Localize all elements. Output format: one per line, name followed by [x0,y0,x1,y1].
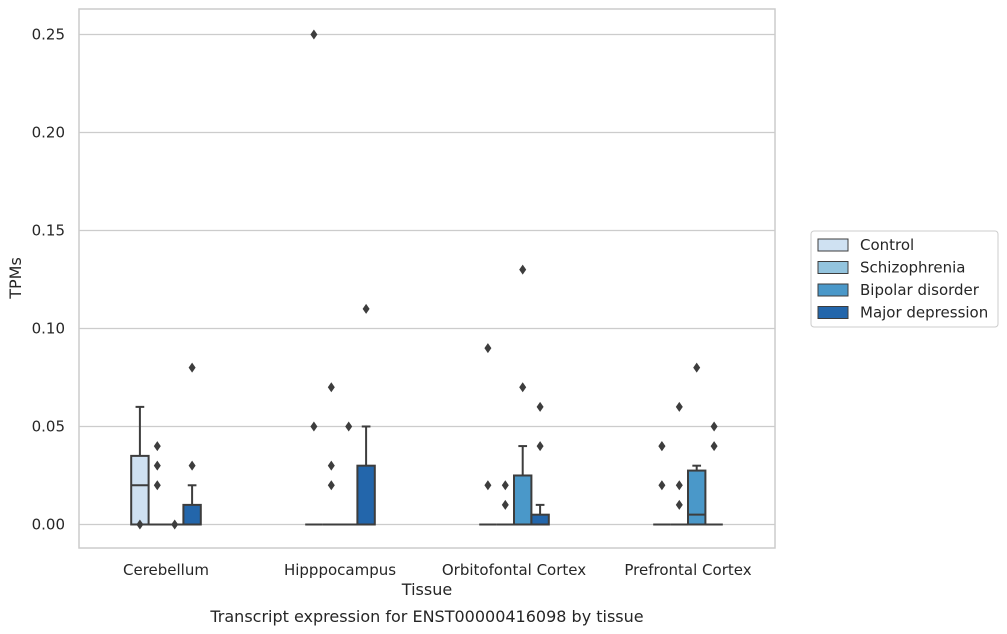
box-body [513,474,533,526]
outlier-point [153,441,161,452]
box [305,29,323,526]
box-body [130,454,150,526]
outlier-point [136,519,144,530]
series-schizophrenia [148,382,688,526]
x-axis-title: Tissue [401,580,452,599]
outlier-point [345,421,353,432]
outlier-point [362,303,370,314]
outlier-point [675,499,683,510]
outlier-point [536,441,544,452]
outlier-point [693,362,701,373]
series-bipolar-disorder [166,264,707,530]
box [130,405,150,530]
outlier-point [310,421,318,432]
series-major-depression [182,303,723,526]
outlier-point [658,441,666,452]
box [148,441,166,526]
outlier-point [327,460,335,471]
plot-frame [78,8,776,549]
outlier-point [519,382,527,393]
y-tick-label: 0.25 [32,25,65,43]
y-tick-label: 0.00 [32,515,65,533]
legend-swatch [817,283,849,297]
outlier-point [188,460,196,471]
outlier-point [501,499,509,510]
box [705,421,723,526]
y-axis-ticks: 0.00 0.05 0.10 0.15 0.20 0.25 [32,25,65,533]
box [687,362,707,526]
box [356,303,376,526]
outlier-point [675,401,683,412]
outlier-point [310,29,318,40]
outlier-point [501,480,509,491]
series-control [130,29,671,530]
x-axis-ticks: Cerebellum Hipppocampus Orbitofontal Corte… [123,561,752,579]
plot-background [79,9,775,548]
outlier-point [675,480,683,491]
legend-label: Major depression [860,304,988,322]
legend-frame [810,230,999,328]
box [670,401,688,526]
outlier-point [710,421,718,432]
y-tick-label: 0.10 [32,319,65,337]
legend-swatch [817,306,849,319]
outlier-point [710,441,718,452]
box [322,382,340,526]
box [340,421,358,526]
y-tick-label: 0.05 [32,417,65,435]
outlier-point [153,460,161,471]
outlier-point [327,382,335,393]
y-tick-label: 0.20 [32,123,65,141]
box [513,264,533,526]
box [653,441,671,526]
x-tick-label: Orbitofontal Cortex [442,561,586,579]
outlier-point [536,401,544,412]
outlier-point [658,480,666,491]
chart-caption: Transcript expression for ENST0000041609… [209,607,643,626]
box [182,362,202,526]
box [530,401,550,526]
outlier-point [188,362,196,373]
box-body [356,464,376,526]
x-tick-label: Hipppocampus [284,561,396,579]
outlier-point [327,480,335,491]
box [479,343,497,526]
outlier-point [484,480,492,491]
box-body [687,469,707,526]
legend-label: Schizophrenia [860,259,965,277]
box [496,480,514,526]
legend-swatch [817,238,849,252]
box [166,519,184,530]
legend: Control Schizophrenia Bipolar disorder Majo… [810,230,999,328]
box-body [182,503,202,526]
legend-label: Bipolar disorder [860,281,980,299]
x-tick-label: Prefrontal Cortex [624,561,751,579]
y-axis-title: TPMs [6,257,25,300]
box-series [130,29,723,530]
y-tick-label: 0.15 [32,221,65,239]
outlier-point [484,343,492,354]
legend-label: Control [860,236,914,254]
legend-swatch [817,261,849,274]
box-body [530,513,550,526]
outlier-point [519,264,527,275]
x-tick-label: Cerebellum [123,561,209,579]
outlier-point [153,480,161,491]
outlier-point [171,519,179,530]
